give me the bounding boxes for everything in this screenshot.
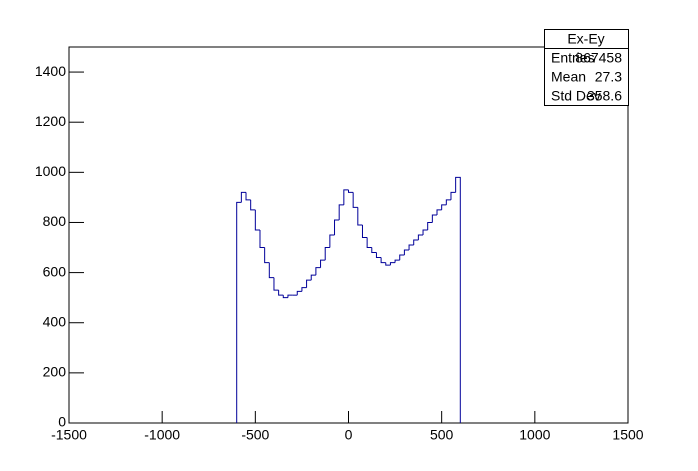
stats-label: Entries [551,50,595,66]
histogram-bin [245,192,251,201]
histogram-bin [287,294,293,298]
histogram-bin [348,189,354,193]
histogram-bin [278,290,284,296]
histogram-bin [282,295,288,299]
y-tick-label: 400 [43,313,67,329]
histogram-bin [264,247,270,264]
histogram-bin [385,262,391,266]
histogram-bin [389,262,396,266]
x-tick-label: 0 [345,427,353,443]
histogram-bin [408,244,414,251]
histogram-bin [403,249,410,256]
y-tick-label: 800 [43,213,67,229]
stats-label: Std Dev [551,88,601,104]
histogram-bin [250,199,256,211]
y-tick-label: 0 [58,414,66,430]
histogram-bin [236,201,242,423]
stats-value: 867458 [575,50,622,66]
histogram-bin [361,224,368,239]
stats-value: 27.3 [595,69,622,85]
histogram-bin [352,192,358,208]
histogram-bin [315,267,321,276]
stats-title: Ex-Ey [567,31,604,47]
y-tick-label: 600 [43,263,67,279]
stats-value: 358.6 [587,88,622,104]
histogram-bin [431,214,438,223]
histogram-bin [380,257,386,264]
histogram-bin [301,287,307,292]
histogram-bin [329,234,335,248]
x-tick-label: 500 [430,427,454,443]
histogram-bin [455,176,461,423]
y-tick-label: 1000 [35,163,66,179]
histogram-bin [338,204,344,220]
histogram-bin [394,259,400,263]
histogram-bin [357,207,363,226]
stats-box: Ex-Ey Entries 867458 Mean 27.3 Std Dev 3… [544,29,629,106]
histogram-bin [445,199,451,205]
x-tick-label: -500 [241,427,269,443]
histogram-bin [306,279,312,288]
histogram-bin [268,262,274,279]
histogram-bin [450,191,456,200]
histogram-bin [334,219,340,235]
histogram-bin [296,290,302,296]
histogram-bin [259,229,265,249]
histogram-bin [375,252,382,259]
histogram-bin [310,274,316,281]
histogram-bin [417,234,424,241]
histogram-bin [436,209,442,215]
histogram-bin [441,204,447,210]
stats-frame [544,29,629,106]
histogram-bin [371,247,377,254]
histogram-bin [254,209,260,231]
histogram-bin [324,247,330,261]
histogram-bin [366,237,372,249]
x-tick-label: -1000 [144,427,180,443]
histogram-bin [343,189,349,205]
y-tick-label: 200 [43,364,67,380]
x-tick-label: -1500 [51,427,87,443]
histogram-bin [422,229,428,235]
histogram-bin [399,254,405,261]
x-tick-label: 1500 [612,427,643,443]
histogram-bin [413,239,419,246]
stats-label: Mean [551,69,586,85]
y-tick-label: 1400 [35,63,66,79]
x-tick-label: 1000 [519,427,550,443]
histogram-bin [240,191,247,203]
histogram-bin [427,221,433,230]
histogram-bin [273,277,279,291]
y-tick-label: 1200 [35,113,66,129]
histogram-bin [320,259,326,268]
